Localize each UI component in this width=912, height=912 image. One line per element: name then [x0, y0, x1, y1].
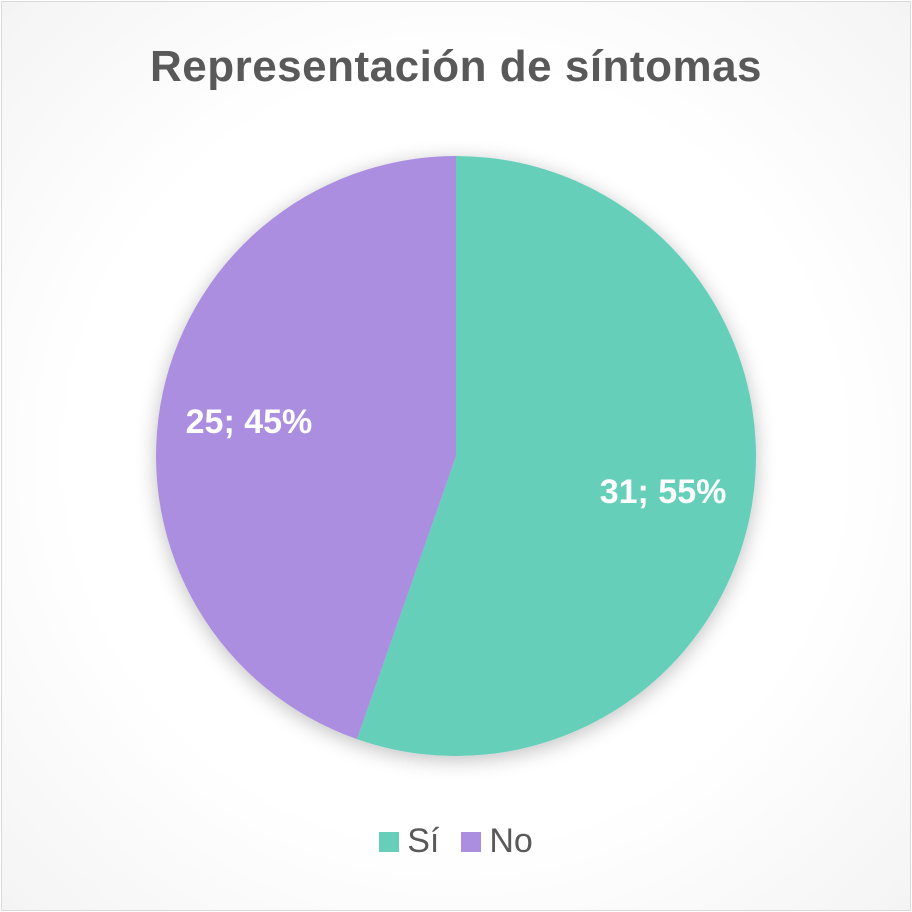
chart-title: Representación de síntomas: [149, 42, 763, 91]
pie-slice-no: [155, 156, 456, 740]
data-label-si: 31; 55%: [600, 473, 727, 511]
pie-slice-si: [356, 156, 756, 756]
data-label-no: 25; 45%: [186, 403, 313, 441]
legend: Sí No: [2, 822, 910, 861]
legend-item-no: No: [461, 822, 533, 861]
legend-item-si: Sí: [379, 822, 439, 861]
legend-swatch-no: [461, 831, 482, 852]
legend-swatch-si: [379, 831, 400, 852]
legend-label-no: No: [489, 822, 533, 860]
legend-label-si: Sí: [407, 822, 440, 860]
